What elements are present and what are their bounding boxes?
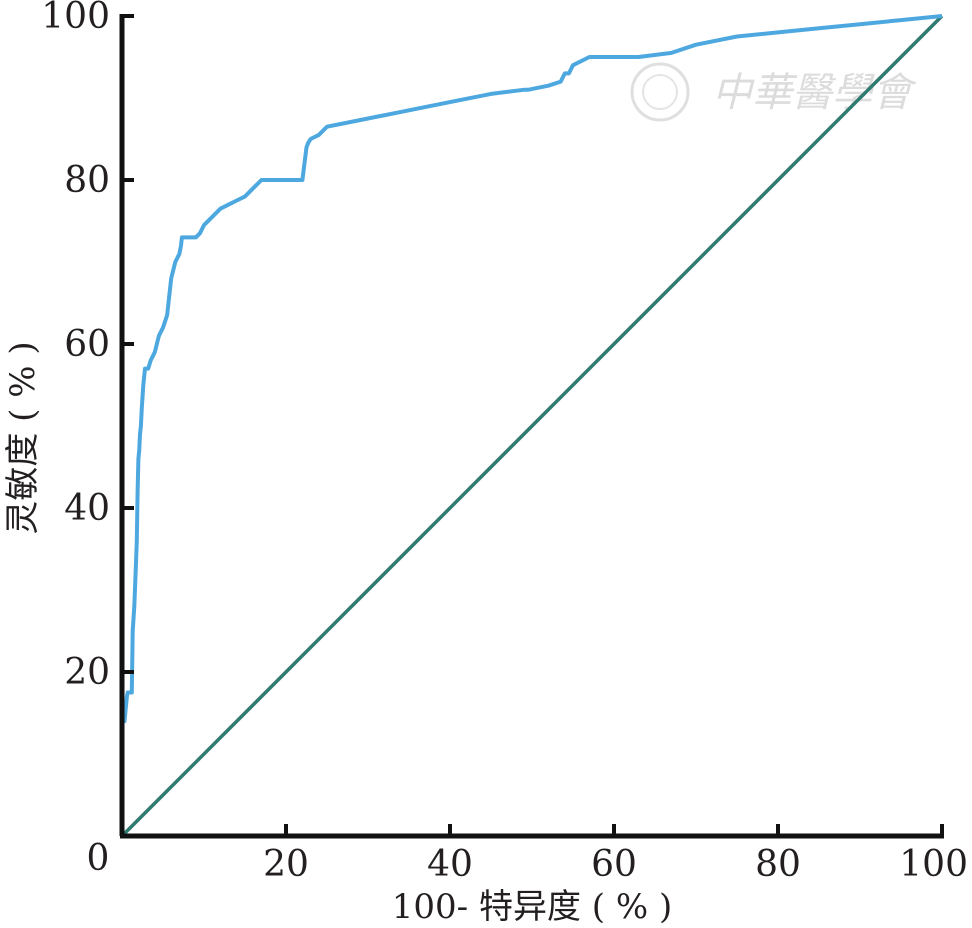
x-axis-title: 100- 特异度 ( % ) bbox=[392, 887, 672, 927]
y-axis-ticks: 20 40 60 80 100 bbox=[41, 0, 134, 693]
y-tick-label: 40 bbox=[64, 488, 110, 529]
plot-area bbox=[120, 14, 944, 838]
axes bbox=[119, 14, 944, 839]
x-tick-label: 100 bbox=[899, 844, 968, 885]
x-tick-label: 20 bbox=[263, 844, 309, 885]
watermark-emblem bbox=[630, 62, 690, 122]
y-tick-label: 100 bbox=[41, 0, 110, 37]
x-tick-label: 40 bbox=[427, 844, 473, 885]
watermark-emblem-inner bbox=[642, 74, 678, 110]
y-tick-label: 60 bbox=[64, 324, 110, 365]
x-axis-ticks: 0 20 40 60 80 100 bbox=[87, 824, 968, 885]
y-tick-label: 80 bbox=[64, 160, 110, 201]
watermark: 中華醫學會 bbox=[630, 62, 917, 122]
x-tick-label: 80 bbox=[755, 844, 801, 885]
x-tick-label: 0 bbox=[87, 838, 110, 879]
y-tick-label: 20 bbox=[64, 652, 110, 693]
roc-curve bbox=[120, 14, 943, 836]
y-axis-title: 灵敏度 ( % ) bbox=[3, 341, 43, 534]
reference-diagonal-line bbox=[120, 14, 944, 838]
watermark-text: 中華醫學會 bbox=[712, 70, 917, 116]
x-tick-label: 60 bbox=[591, 844, 637, 885]
